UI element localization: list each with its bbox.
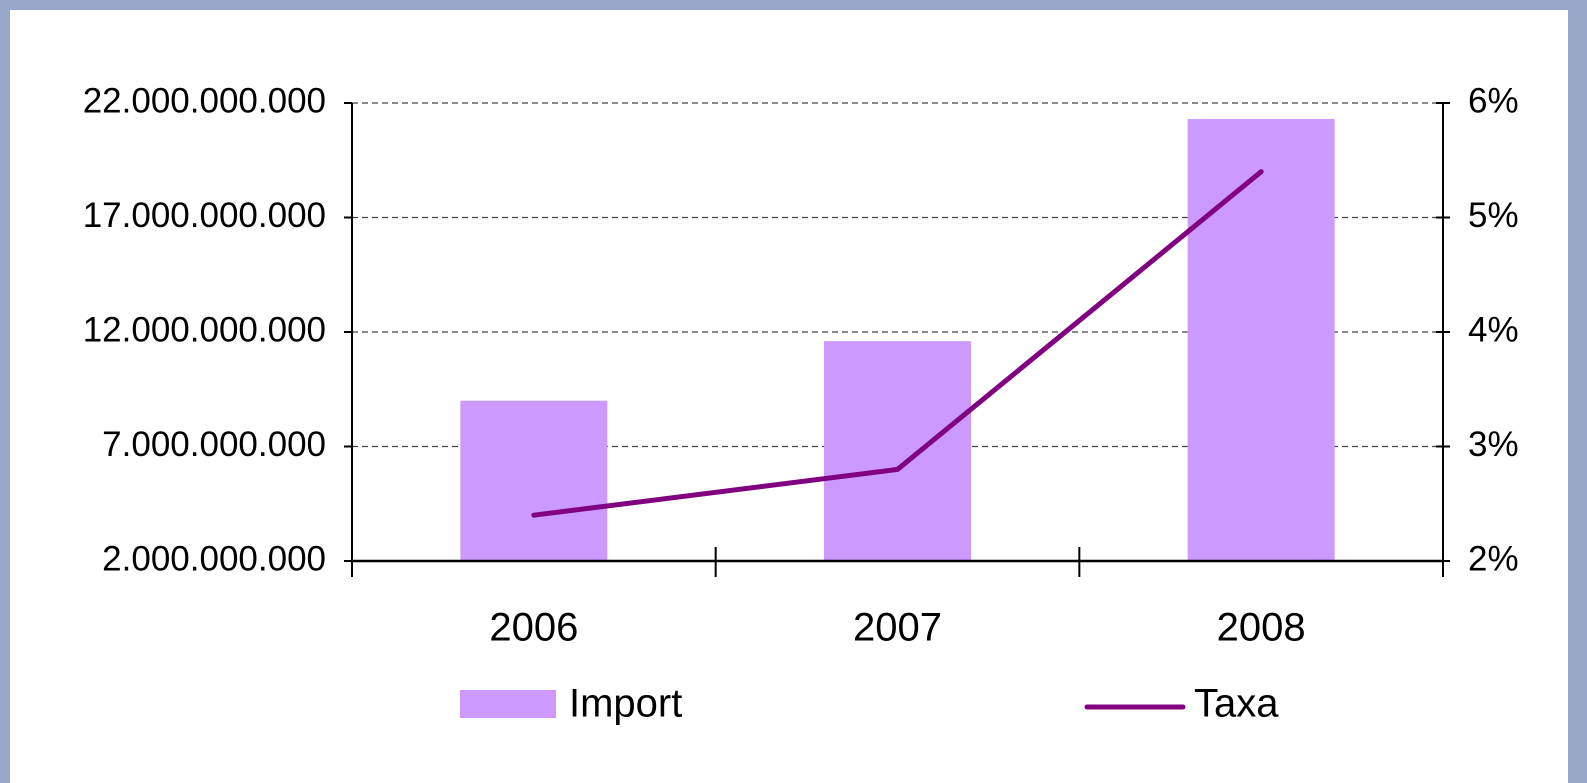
y2-tick-label: 6% — [1468, 81, 1519, 120]
y-tick-label: 2.000.000.000 — [102, 539, 326, 578]
y2-tick-label: 2% — [1468, 539, 1519, 578]
bar — [1187, 119, 1335, 561]
x-tick-label: 2007 — [853, 606, 942, 650]
y-tick-label: 12.000.000.000 — [83, 310, 326, 349]
x-tick-label: 2006 — [489, 606, 578, 650]
bar — [824, 341, 971, 561]
legend-label: Taxa — [1194, 682, 1279, 726]
y-tick-label: 17.000.000.000 — [83, 196, 326, 235]
y-tick-label: 22.000.000.000 — [83, 81, 326, 120]
bar — [460, 400, 608, 561]
line — [531, 169, 1264, 518]
y2-tick-label: 5% — [1468, 196, 1519, 235]
y2-tick-label: 3% — [1468, 425, 1519, 464]
y-tick-label: 7.000.000.000 — [102, 425, 326, 464]
legend-label: Import — [569, 682, 682, 726]
x-tick-label: 2008 — [1217, 606, 1306, 650]
legend-swatch — [460, 690, 556, 718]
y2-tick-label: 4% — [1468, 310, 1519, 349]
